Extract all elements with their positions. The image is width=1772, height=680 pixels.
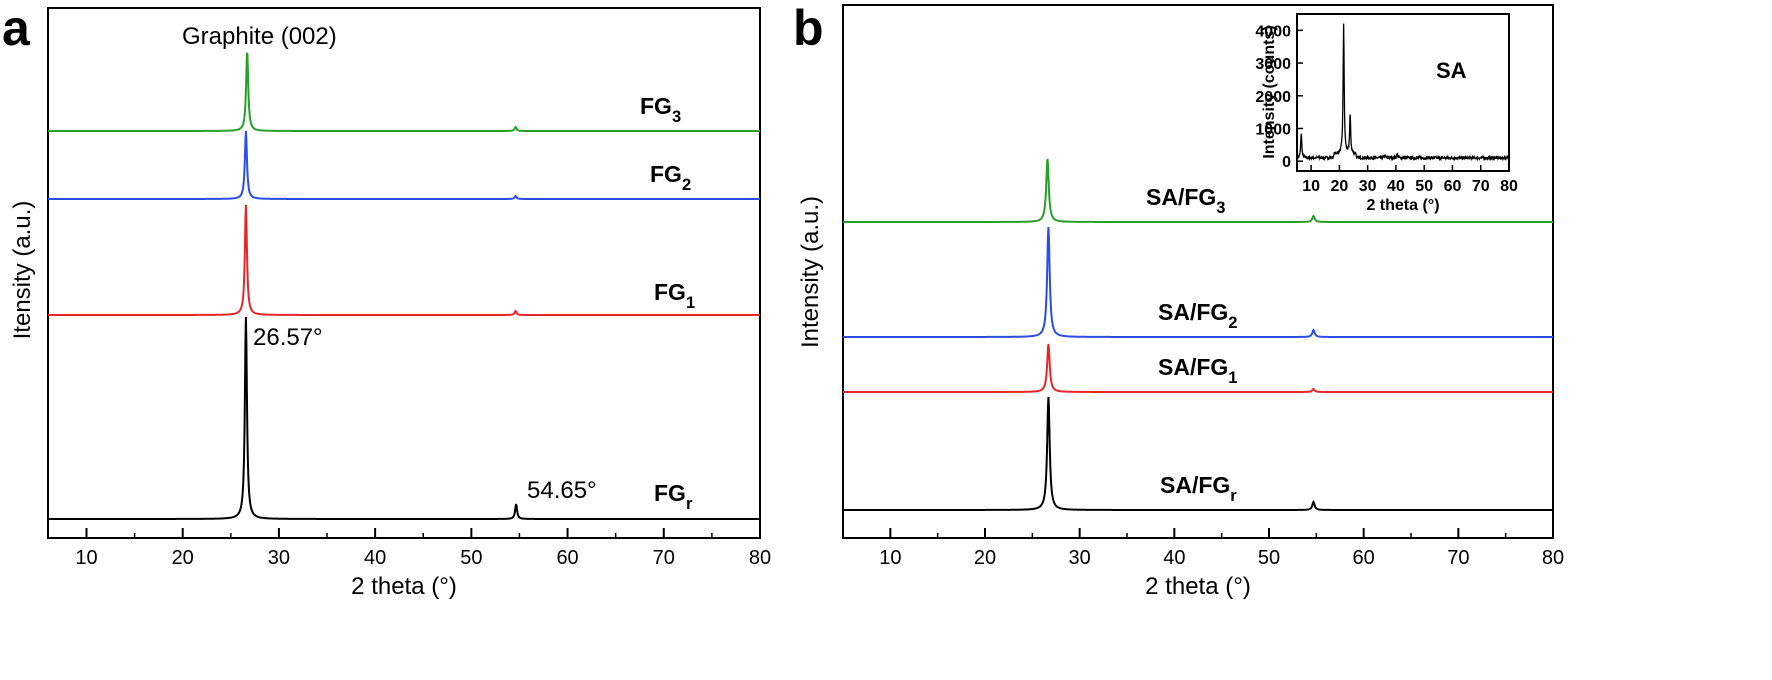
inset-x-tick-label: 50 [1415,178,1433,195]
inset-y-tick-label: 3000 [1255,56,1291,73]
inset-y-tick-label: 4000 [1255,23,1291,40]
inset-x-axis-title: 2 theta (°) [1366,197,1439,214]
inset-x-tick-label: 70 [1472,178,1490,195]
inset-x-tick-label: 60 [1444,178,1462,195]
x-tick-label: 20 [172,547,194,569]
series-label-SA/FG2: SA/FG2 [1158,299,1237,332]
y-axis-title: Itensity (a.u.) [9,201,36,340]
x-tick-label: 30 [268,547,290,569]
x-tick-label: 60 [556,547,578,569]
inset-y-axis-title: Intensity (counts) [1261,25,1278,158]
inset-sample-label: SA [1436,58,1467,83]
x-tick-label: 80 [749,547,771,569]
x-tick-label: 10 [879,547,901,569]
x-axis-title: 2 theta (°) [351,573,457,600]
trace-SA/FGr [843,396,1553,511]
annotation-peak-1: 26.57° [253,324,323,351]
inset-x-tick-label: 80 [1500,178,1518,195]
inset-x-tick-label: 10 [1302,178,1320,195]
series-label-FGr: FGr [654,480,693,513]
series-label-SA/FG3: SA/FG3 [1146,184,1225,217]
trace-FG3 [48,52,760,132]
panel-a-letter: a [2,0,31,56]
trace-FG2 [48,130,760,200]
series-label-FG1: FG1 [654,279,695,312]
panel-b-inset-chart: 10 20 30 40 50 60 70 80 0 1000 2000 3000 4000 2 theta… [1255,13,1518,214]
inset-x-tick-label: 20 [1331,178,1349,195]
trace-FG1 [48,204,760,316]
x-axis-title: 2 theta (°) [1145,573,1251,600]
trace-SA/FG2 [843,226,1553,338]
inset-x-tick-label: 40 [1387,178,1405,195]
x-tick-label: 50 [460,547,482,569]
series-label-SA/FGr: SA/FGr [1160,472,1237,505]
panel-b-letter: b [793,0,824,56]
inset-frame [1296,13,1510,172]
x-tick-label: 40 [364,547,386,569]
x-tick-label: 50 [1258,547,1280,569]
panel-b-frame [842,4,1554,539]
x-tick-label: 70 [653,547,675,569]
series-label-SA/FG1: SA/FG1 [1158,354,1237,387]
x-tick-label: 30 [1069,547,1091,569]
panel-b-chart: 10 20 30 40 50 60 70 80 2 theta (°) Intensity (a.… [797,4,1564,600]
inset-trace [1296,23,1510,162]
x-tick-label: 40 [1163,547,1185,569]
annotation-peak-2: 54.65° [527,477,597,504]
x-tick-label: 80 [1542,547,1564,569]
series-label-FG2: FG2 [650,161,691,194]
panel-a-frame [47,7,761,539]
series-label-FG3: FG3 [640,93,681,126]
inset-y-tick-label: 1000 [1255,121,1291,138]
trace-SA/FG3 [843,158,1553,223]
y-axis-title: Intensity (a.u.) [797,196,824,348]
x-tick-label: 20 [974,547,996,569]
inset-y-tick-label: 0 [1282,154,1291,171]
inset-y-tick-label: 2000 [1255,89,1291,106]
panel-a-chart: 10 20 30 40 50 60 70 80 2 theta (°) Itensity (a.u… [9,7,771,600]
trace-SA/FG1 [843,343,1553,393]
x-tick-label: 60 [1353,547,1375,569]
x-tick-label: 10 [75,547,97,569]
trace-FGr [48,317,760,520]
x-tick-label: 70 [1447,547,1469,569]
inset-x-tick-label: 30 [1359,178,1377,195]
annotation-graphite: Graphite (002) [182,23,337,50]
